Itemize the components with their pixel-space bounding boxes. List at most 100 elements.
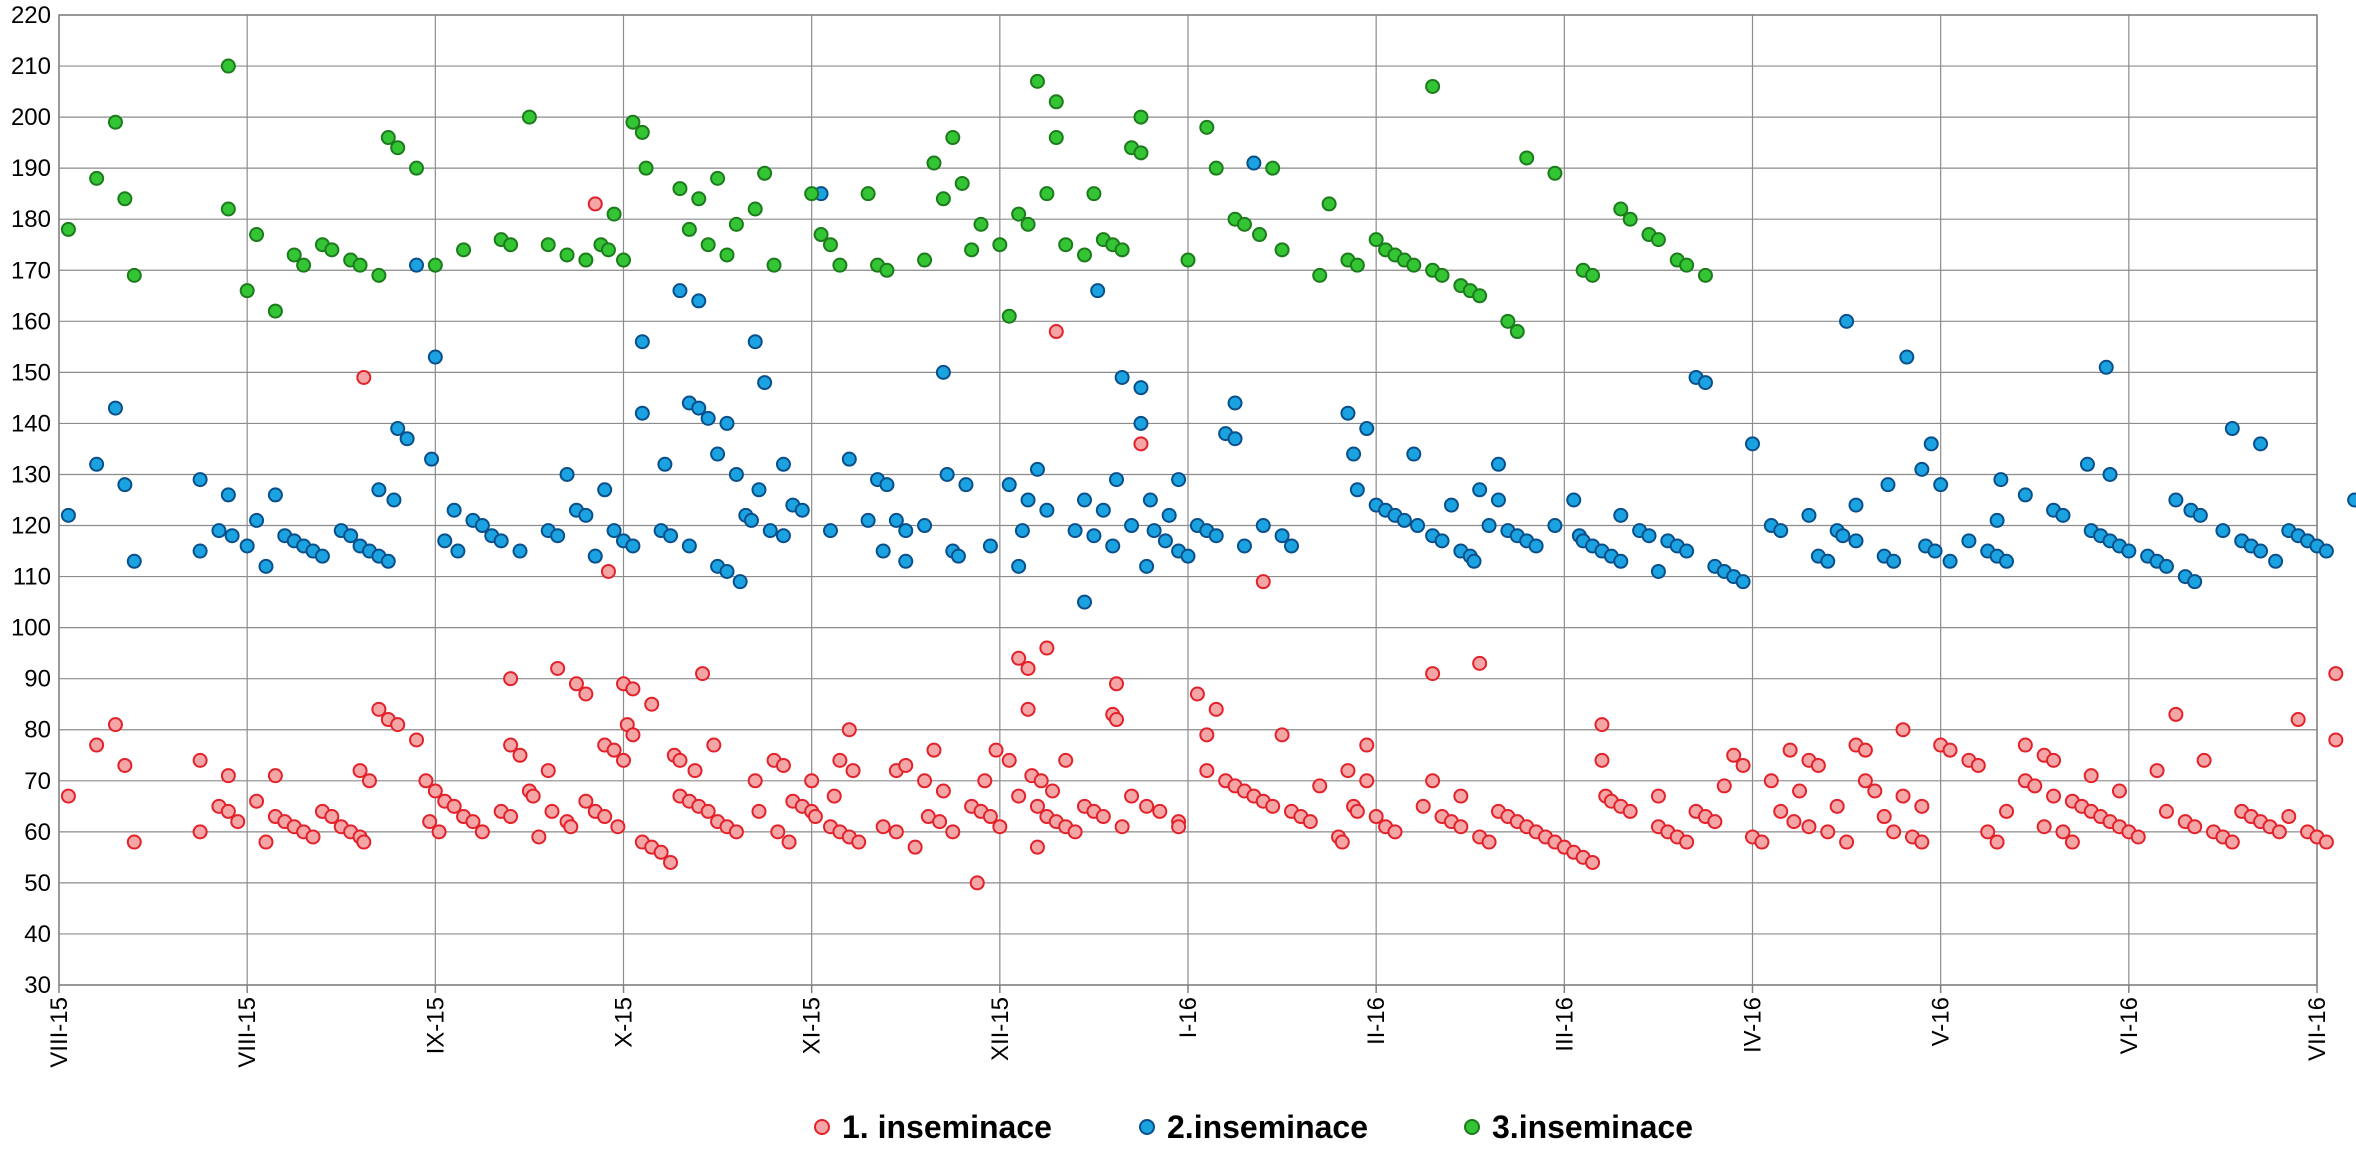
y-tick-label: 80 [24, 717, 51, 744]
y-tick-label: 200 [11, 104, 51, 131]
data-point [657, 456, 673, 472]
data-point [1108, 676, 1124, 692]
data-point [2253, 436, 2269, 452]
y-tick-label: 160 [11, 308, 51, 335]
data-point [1161, 507, 1177, 523]
data-point [1020, 216, 1036, 232]
data-point [1152, 803, 1168, 819]
data-point [1077, 492, 1093, 508]
data-point [1835, 528, 1851, 544]
data-point [826, 788, 842, 804]
data-point [1108, 472, 1124, 488]
data-point [2064, 834, 2080, 850]
data-point [813, 227, 829, 243]
data-point [634, 124, 650, 140]
data-point [1124, 518, 1140, 534]
data-point [446, 798, 462, 814]
y-axis-tick-labels: 30 40 50 60 70 80 90 100 110 120 130 140 150 160 170 18… [11, 2, 51, 999]
data-point [1481, 518, 1497, 534]
y-tick-label: 140 [11, 410, 51, 437]
data-point [917, 773, 933, 789]
data-point [1585, 854, 1601, 870]
data-point [380, 553, 396, 569]
data-point [493, 533, 509, 549]
data-point [587, 548, 603, 564]
data-point [1914, 834, 1930, 850]
data-point [390, 140, 406, 156]
data-point [1886, 824, 1902, 840]
data-point [644, 696, 660, 712]
data-point [1970, 757, 1986, 773]
data-point [2196, 752, 2212, 768]
data-point [898, 553, 914, 569]
data-point [2187, 574, 2203, 590]
data-point [597, 482, 613, 498]
data-point [888, 824, 904, 840]
data-point [2158, 803, 2174, 819]
data-point [1490, 456, 1506, 472]
data-point [1490, 492, 1506, 508]
data-point [89, 737, 105, 753]
data-point [2158, 558, 2174, 574]
x-tick-label: V-16 [1928, 997, 1955, 1046]
data-point [1867, 783, 1883, 799]
data-point [638, 160, 654, 176]
data-point [1425, 773, 1441, 789]
data-point [220, 803, 236, 819]
data-point [2046, 752, 2062, 768]
data-point [1029, 461, 1045, 477]
data-point [751, 803, 767, 819]
data-point [2347, 492, 2356, 508]
data-point [1236, 538, 1252, 554]
data-point [751, 482, 767, 498]
data-point [728, 824, 744, 840]
data-point [1189, 686, 1205, 702]
data-point [1425, 666, 1441, 682]
data-point [860, 186, 876, 202]
data-point [2079, 456, 2095, 472]
data-point [1142, 492, 1158, 508]
data-point [1086, 528, 1102, 544]
data-point [1886, 553, 1902, 569]
data-point [117, 757, 133, 773]
data-point [89, 170, 105, 186]
data-point [1745, 436, 1760, 452]
data-point [935, 364, 951, 380]
data-point [695, 666, 711, 682]
data-point [700, 410, 716, 426]
data-point [2055, 507, 2071, 523]
data-point [60, 221, 76, 237]
data-point [559, 466, 575, 482]
data-point [503, 671, 519, 687]
data-point [610, 819, 626, 835]
data-point [578, 507, 594, 523]
data-point [781, 834, 797, 850]
y-tick-label: 210 [11, 53, 51, 80]
data-point [352, 257, 368, 273]
data-point [1914, 798, 1930, 814]
data-point [1876, 809, 1892, 825]
data-point [1500, 313, 1516, 329]
x-tick-label: VIII-15 [46, 997, 73, 1068]
data-point [1236, 216, 1252, 232]
data-point [1274, 727, 1290, 743]
data-point [1726, 747, 1742, 763]
data-point [1312, 267, 1328, 283]
data-point [1933, 477, 1949, 493]
data-point [600, 242, 616, 258]
data-point [663, 528, 679, 544]
data-point [606, 206, 622, 222]
data-point [1208, 160, 1224, 176]
data-point [267, 303, 283, 319]
data-point [1029, 73, 1045, 89]
data-point [1133, 109, 1149, 125]
data-point [1716, 778, 1732, 794]
data-point [672, 181, 688, 197]
data-point [286, 247, 302, 263]
data-point [710, 170, 726, 186]
data-point [1980, 824, 1996, 840]
data-point [1792, 783, 1808, 799]
data-point [935, 191, 951, 207]
data-point [1472, 655, 1488, 671]
data-point [437, 533, 453, 549]
